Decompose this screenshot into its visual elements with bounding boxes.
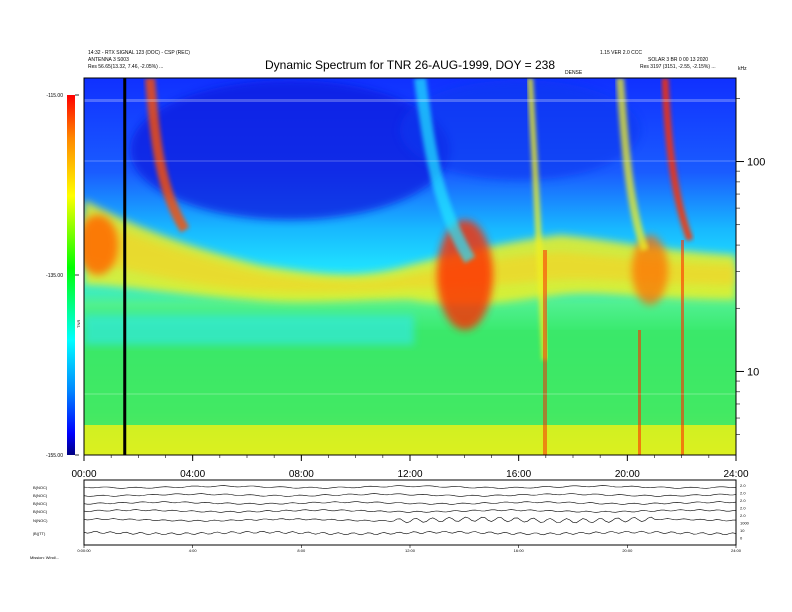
trace-line [83,530,737,536]
colorbar-tick-label: -115.00 [46,93,63,99]
trace-line [83,509,737,513]
time-cursor [123,78,127,455]
y-axis-right: 100 10 [736,98,765,435]
trace-line [83,501,737,505]
trace-right-tick: 1000 [740,521,750,526]
streak-2 [638,330,641,455]
trace-right-tick: 0 [740,536,743,541]
trace-line [83,516,736,524]
x-tick-label: 12:00 [397,469,422,480]
spectrogram [84,78,736,455]
streak-1 [543,250,547,455]
burst-4 [616,78,649,252]
header-small-center: DENSE [565,70,583,76]
ridge-orange [84,215,736,292]
trace-line [83,485,736,489]
x-tick-label: 16:00 [506,469,531,480]
header-line-3: Res 56.65(13.32, 7.46, -2.05%) ... [88,64,164,70]
x-tick-label: 08:00 [289,469,314,480]
burst-5 [661,78,694,242]
trace-x-label: 24:00 [731,548,742,553]
chart-title: Dynamic Spectrum for TNR 26-AUG-1999, DO… [264,58,555,72]
trace-label: |B|(TT) [33,531,46,536]
trace-right-tick: 2.0 [740,513,746,518]
trace-right-tick: 10 [740,528,745,533]
trace-right-tick: 2.0 [740,483,746,488]
x-tick-label: 24:00 [723,469,748,480]
colorbar [67,95,75,455]
trace-x-label: 4:00 [189,548,198,553]
header-small-corner: kHz [738,66,747,72]
hotspot-1 [84,215,118,275]
colorbar-label: TNR [76,320,81,328]
trace-label: B(NOC) [33,509,48,514]
trace-right-ticks: 2.0 2.0 2.0 2.0 2.0 1000 10 0 [740,483,750,541]
cyan-band [84,315,414,345]
trace-x-label: 0:00:00 [77,548,91,553]
trace-labels: B(NOC) B(NOC) B(NOC) B(NOC) N(NOC) |B|(TT) [33,485,48,536]
h-band-1 [84,99,736,102]
streak-3 [681,240,684,455]
trace-right-tick: 2.0 [740,491,746,496]
hotspot-2 [437,220,493,330]
green-band [84,330,736,425]
burst-2 [414,78,476,264]
h-band-3 [84,393,736,395]
trace-right-tick: 2.0 [740,506,746,511]
traces [83,485,737,536]
x-tick-label: 00:00 [71,469,96,480]
trace-x-label: 8:00 [297,548,306,553]
trace-label: N(NOC) [33,518,48,523]
yellow-bottom [84,425,736,455]
h-band-2 [84,160,736,162]
trace-x-axis: 0:00:00 4:00 8:00 12:00 16:00 20:00 24:00 [77,545,742,553]
x-tick-label: 04:00 [180,469,205,480]
burst-1 [145,78,190,233]
header-line-1: 14:32 - RTX SIGNAL 123 (DOC) - CSP (REC) [88,50,190,56]
y-tick-label: 100 [747,157,765,169]
x-axis: 00:00 04:00 08:00 12:00 16:00 20:00 24:00 [71,455,749,480]
colorbar-ticks: -115.00 -135.00 -155.00 TNR [46,93,81,459]
footer: Mission: Wind/... [30,555,59,560]
trace-x-label: 12:00 [405,548,416,553]
header-line-2: ANTENNA 3 S003 [88,57,129,63]
dark-region-1 [130,80,450,220]
trace-label: B(NOC) [33,501,48,506]
header-right-line-1: 1.15 VER 2.0 CCC [600,50,642,56]
colorbar-tick-label: -155.00 [46,453,63,459]
header-right-line-2: SOLAR 3 BR 0 00 13 2020 [648,57,709,63]
trace-line [83,493,737,497]
trace-label: B(NOC) [33,493,48,498]
dark-region-2 [400,80,640,180]
colorbar-tick-label: -135.00 [46,273,63,279]
hotspot-3 [632,235,668,305]
x-tick-label: 20:00 [615,469,640,480]
trace-x-label: 16:00 [514,548,525,553]
trace-label: B(NOC) [33,485,48,490]
trace-x-label: 20:00 [622,548,633,553]
header-right-res: Res 3197 (3151, -2.55, -2.15%) ... [640,64,716,70]
y-tick-label: 10 [747,366,759,378]
trace-right-tick: 2.0 [740,498,746,503]
